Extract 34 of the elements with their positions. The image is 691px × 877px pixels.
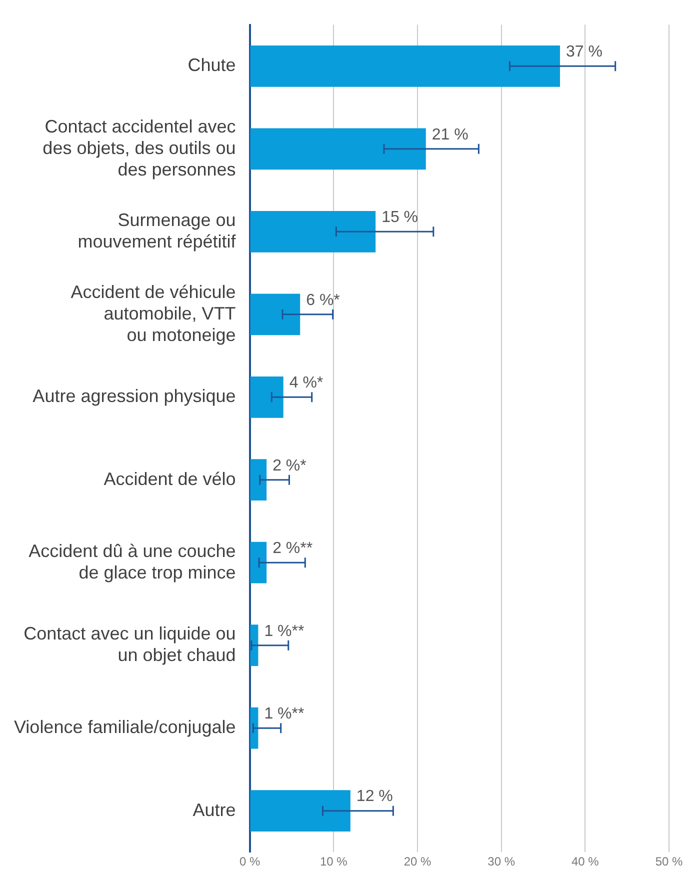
x-tick-label: 10 %: [320, 854, 348, 869]
bar: [250, 542, 267, 584]
data-label: 2 %**: [272, 540, 313, 558]
y-tick-label: Accident dû à une couche de glace trop mince: [28, 540, 236, 582]
bar: [250, 210, 376, 252]
y-tick-label: Accident de vélo: [104, 468, 236, 489]
data-label: 2 %*: [272, 457, 306, 474]
y-tick-label: Contact avec un liquide ou un objet chaud: [24, 624, 236, 666]
y-tick-label: Accident de véhicule automobile, VTT ou motoneige: [70, 282, 236, 345]
data-label: 15 %: [382, 209, 418, 226]
bar: [250, 294, 300, 336]
x-tick-label: 20 %: [404, 854, 432, 869]
x-tick-label: 50 %: [655, 854, 683, 869]
bar: [250, 45, 560, 87]
x-tick-label: 40 %: [571, 854, 600, 869]
data-label: 1 %**: [264, 622, 304, 640]
bar: [250, 459, 267, 501]
data-label: 37 %: [566, 44, 602, 61]
y-tick-label: Autre: [192, 800, 236, 820]
bar: [250, 790, 350, 832]
data-label: 12 %: [356, 788, 393, 806]
data-label: 21 %: [432, 126, 468, 144]
y-tick-label: Surmenage ou mouvement répétitif: [78, 210, 237, 252]
x-tick-label: 30 %: [488, 854, 516, 869]
bar: [250, 376, 284, 418]
data-label: 6 %*: [306, 292, 340, 309]
data-label: 1 %**: [264, 705, 304, 722]
x-tick-label: 0 %: [239, 854, 260, 869]
bar: [250, 128, 426, 170]
data-label: 4 %*: [289, 374, 324, 392]
y-tick-label: Autre agression physique: [32, 386, 236, 406]
y-tick-label: Contact accidentel avec des objets, des outils ou des personnes: [42, 116, 236, 180]
y-tick-label: Chute: [188, 55, 236, 76]
y-tick-label: Violence familiale/conjugale: [14, 717, 236, 738]
